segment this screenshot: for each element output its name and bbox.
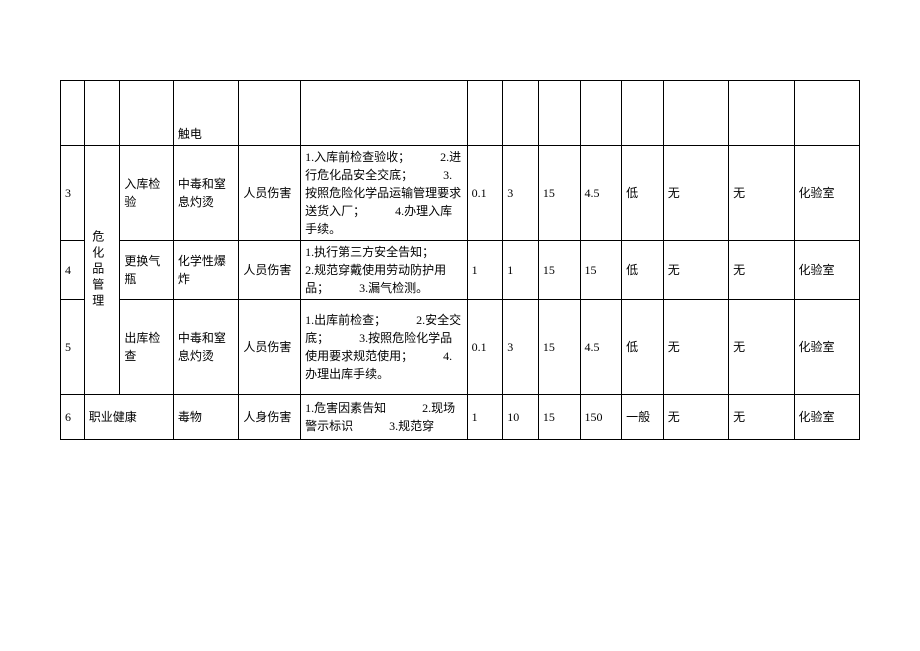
- sub-3: 入库检验: [120, 146, 174, 241]
- n2-3: 3: [503, 146, 539, 241]
- lvl-3: 低: [622, 146, 664, 241]
- lvl-4: 低: [622, 241, 664, 300]
- n1-6: 1: [467, 395, 503, 440]
- ctrl-3: 1.入库前检查验收； 2.进行危化品安全交底； 3.按照危险化学品运输管理要求送…: [301, 146, 467, 241]
- n4-3: 4.5: [580, 146, 622, 241]
- o1-3: 无: [663, 146, 728, 241]
- n1-4: 1: [467, 241, 503, 300]
- res-6: 人身伤害: [239, 395, 301, 440]
- o2-4: 无: [729, 241, 794, 300]
- n3-5: 15: [538, 300, 580, 395]
- n1-5: 0.1: [467, 300, 503, 395]
- res-5: 人员伤害: [239, 300, 301, 395]
- idx-6: 6: [61, 395, 85, 440]
- idx-3: 3: [61, 146, 85, 241]
- haz-4: 化学性爆炸: [173, 241, 238, 300]
- cell-haz-top: 触电: [173, 81, 238, 146]
- dept-4: 化验室: [794, 241, 860, 300]
- res-3: 人员伤害: [239, 146, 301, 241]
- n2-5: 3: [503, 300, 539, 395]
- risk-table: 触电 3 危化品管理 入库检验 中毒和窒息灼烫 人员伤害 1.入库前检查验收； …: [60, 80, 860, 440]
- o2-5: 无: [729, 300, 794, 395]
- idx-4: 4: [61, 241, 85, 300]
- n4-6: 150: [580, 395, 622, 440]
- sub-4: 更换气瓶: [120, 241, 174, 300]
- o1-6: 无: [663, 395, 728, 440]
- n2-6: 10: [503, 395, 539, 440]
- dept-3: 化验室: [794, 146, 860, 241]
- dept-6: 化验室: [794, 395, 860, 440]
- o1-4: 无: [663, 241, 728, 300]
- ctrl-6: 1.危害因素告知 2.现场警示标识 3.规范穿: [301, 395, 467, 440]
- ctrl-5: 1.出库前检查； 2.安全交底； 3.按照危险化学品使用要求规范使用； 4.办理…: [301, 300, 467, 395]
- n1-3: 0.1: [467, 146, 503, 241]
- n4-5: 4.5: [580, 300, 622, 395]
- o2-3: 无: [729, 146, 794, 241]
- category-text: 危化品管理: [89, 230, 107, 310]
- n2-4: 1: [503, 241, 539, 300]
- haz-5: 中毒和窒息灼烫: [173, 300, 238, 395]
- dept-5: 化验室: [794, 300, 860, 395]
- row-6: 6 职业健康 毒物 人身伤害 1.危害因素告知 2.现场警示标识 3.规范穿 1…: [61, 395, 860, 440]
- o1-5: 无: [663, 300, 728, 395]
- n3-6: 15: [538, 395, 580, 440]
- haz-6: 毒物: [173, 395, 238, 440]
- row-3: 3 危化品管理 入库检验 中毒和窒息灼烫 人员伤害 1.入库前检查验收； 2.进…: [61, 146, 860, 241]
- o2-6: 无: [729, 395, 794, 440]
- cat-6: 职业健康: [84, 395, 173, 440]
- sub-5: 出库检查: [120, 300, 174, 395]
- haz-3: 中毒和窒息灼烫: [173, 146, 238, 241]
- idx-5: 5: [61, 300, 85, 395]
- n3-4: 15: [538, 241, 580, 300]
- lvl-5: 低: [622, 300, 664, 395]
- n4-4: 15: [580, 241, 622, 300]
- category-cell: 危化品管理: [84, 146, 120, 395]
- ctrl-4: 1.执行第三方安全告知； 2.规范穿戴使用劳动防护用品； 3.漏气检测。: [301, 241, 467, 300]
- row-4: 4 更换气瓶 化学性爆炸 人员伤害 1.执行第三方安全告知； 2.规范穿戴使用劳…: [61, 241, 860, 300]
- row-5: 5 出库检查 中毒和窒息灼烫 人员伤害 1.出库前检查； 2.安全交底； 3.按…: [61, 300, 860, 395]
- top-row: 触电: [61, 81, 860, 146]
- res-4: 人员伤害: [239, 241, 301, 300]
- n3-3: 15: [538, 146, 580, 241]
- lvl-6: 一般: [622, 395, 664, 440]
